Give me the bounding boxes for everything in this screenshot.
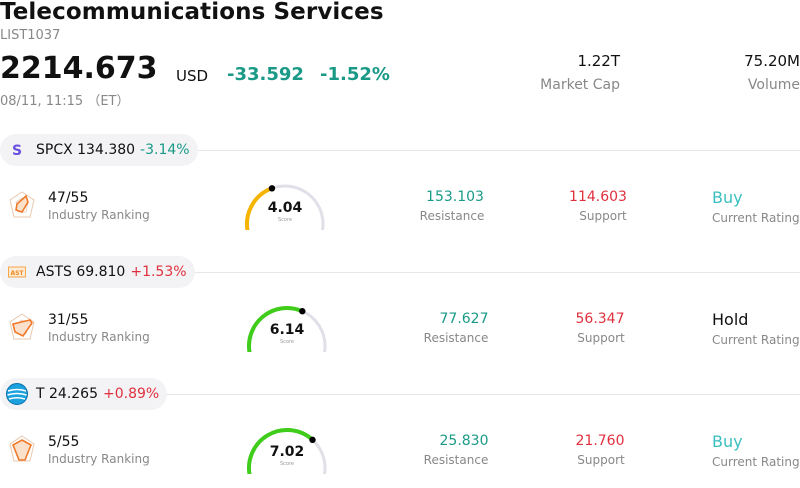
industry-rank-label: Industry Ranking (48, 208, 150, 222)
market-cap-label: Market Cap (540, 77, 620, 93)
price-change-percent: -1.52% (320, 64, 390, 85)
att-logo-icon (6, 383, 28, 405)
support-value: 114.603 (569, 189, 627, 205)
current-rating-label: Current Rating (712, 211, 800, 225)
score-value: 6.14 (269, 322, 305, 338)
resistance-label: Resistance (423, 331, 489, 345)
gauge-marker (299, 308, 306, 315)
score-gauge (242, 302, 332, 358)
industry-rank: 47/55 (48, 190, 89, 206)
asts-logo-icon: AST (6, 261, 28, 283)
score-label: Score (279, 339, 294, 345)
section-divider (164, 394, 800, 395)
section-divider (190, 150, 800, 151)
stock-pill-asts[interactable]: AST ASTS 69.810 +1.53% (0, 256, 195, 288)
score-label: Score (277, 217, 292, 223)
score-gauge (240, 180, 330, 236)
gauge-fill (247, 428, 315, 480)
gauge-fill (245, 186, 274, 236)
price-change: -33.592 (227, 64, 304, 85)
industry-rank: 31/55 (48, 312, 89, 328)
current-rating-label: Current Rating (712, 455, 800, 469)
stock-ticker: T 24.265 (36, 386, 98, 402)
industry-rank-label: Industry Ranking (48, 452, 150, 466)
stock-ticker: SPCX 134.380 (36, 142, 136, 158)
support-value: 56.347 (575, 311, 625, 327)
page-title: Telecommunications Services (0, 0, 384, 25)
gauge-fill (247, 306, 305, 358)
gauge-marker (268, 185, 276, 192)
stock-ticker: ASTS 69.810 (36, 264, 126, 280)
industry-rank: 5/55 (48, 434, 80, 450)
support-label: Support (577, 453, 625, 467)
stock-change-percent: +0.89% (103, 386, 160, 402)
resistance-value: 153.103 (426, 189, 484, 205)
gauge-marker (309, 436, 316, 444)
support-label: Support (579, 209, 627, 223)
resistance-label: Resistance (419, 209, 485, 223)
score-label: Score (279, 461, 294, 467)
current-rating-label: Current Rating (712, 333, 800, 347)
market-cap-value: 1.22T (577, 52, 620, 70)
support-label: Support (577, 331, 625, 345)
index-price: 2214.673 (0, 51, 158, 86)
resistance-label: Resistance (423, 453, 489, 467)
svg-text:AST: AST (10, 270, 24, 277)
score-value: 7.02 (269, 444, 305, 460)
industry-rank-label: Industry Ranking (48, 330, 150, 344)
section-divider (190, 272, 800, 273)
list-code: LIST1037 (0, 28, 61, 43)
stock-change-percent: -3.14% (140, 142, 190, 158)
current-rating: Buy (712, 432, 743, 451)
volume-label: Volume (747, 77, 800, 93)
score-value: 4.04 (267, 200, 303, 216)
current-rating: Buy (712, 188, 743, 207)
score-gauge (242, 424, 332, 480)
support-value: 21.760 (575, 433, 625, 449)
currency-label: USD (176, 67, 209, 85)
ranking-radar-icon (8, 312, 36, 342)
svg-text:S: S (12, 143, 22, 159)
ranking-radar-icon (8, 434, 36, 464)
stock-pill-spcx[interactable]: S SPCX 134.380 -3.14% (0, 134, 198, 166)
spcx-logo-icon: S (6, 139, 28, 161)
resistance-value: 77.627 (439, 311, 489, 327)
volume-value: 75.20M (744, 52, 800, 70)
timestamp: 08/11, 11:15 （ET） (0, 94, 130, 109)
resistance-value: 25.830 (439, 433, 489, 449)
current-rating: Hold (712, 310, 749, 329)
stock-pill-t[interactable]: T 24.265 +0.89% (0, 378, 168, 410)
ranking-radar-icon (8, 190, 36, 220)
stock-change-percent: +1.53% (130, 264, 187, 280)
